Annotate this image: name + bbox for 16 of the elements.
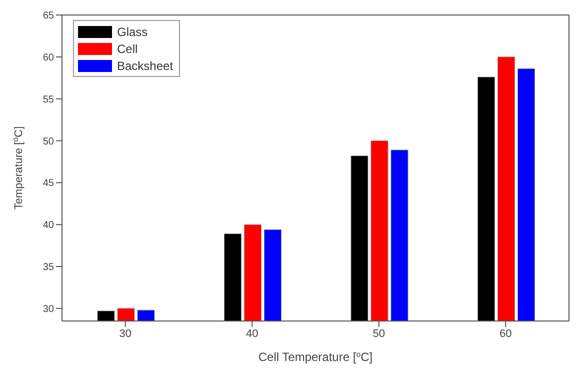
x-tick-label: 30: [119, 328, 132, 340]
y-tick-label: 35: [42, 262, 54, 274]
legend-label: Glass: [117, 24, 148, 38]
legend-label: Cell: [117, 42, 138, 56]
y-tick-label: 45: [42, 178, 54, 190]
x-tick-label: 50: [372, 328, 385, 340]
y-tick-label: 65: [42, 10, 54, 22]
x-axis-title: Cell Temperature [$^{o}$C]: [258, 350, 373, 364]
legend-label: Backsheet: [117, 58, 174, 72]
y-tick-label: 55: [42, 94, 54, 106]
y-tick-label: 50: [42, 136, 54, 148]
y-tick-label: 40: [42, 220, 54, 232]
x-tick-label: 40: [246, 328, 258, 340]
x-tick-label: 60: [500, 328, 512, 340]
y-tick-label: 30: [42, 304, 54, 315]
y-tick-label: 60: [42, 52, 54, 64]
